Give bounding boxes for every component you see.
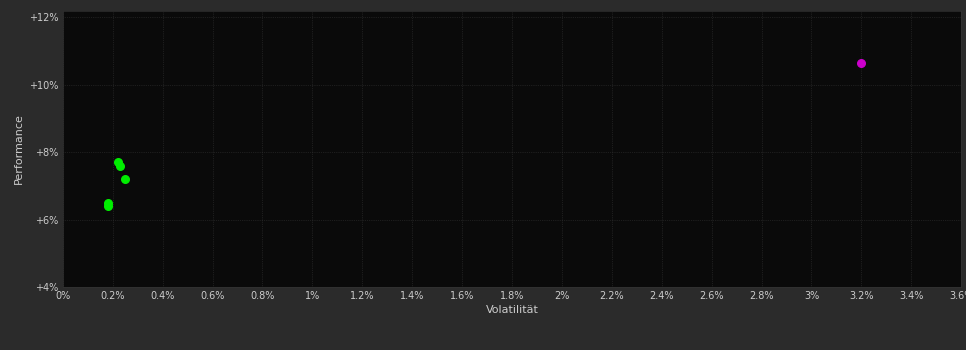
Point [112, 163, 128, 168]
Point [100, 200, 116, 205]
Point [118, 176, 133, 182]
Point [100, 203, 116, 209]
X-axis label: Volatilität: Volatilität [486, 305, 538, 315]
Point [854, 60, 869, 65]
Point [110, 160, 126, 165]
Y-axis label: Performance: Performance [14, 113, 23, 184]
